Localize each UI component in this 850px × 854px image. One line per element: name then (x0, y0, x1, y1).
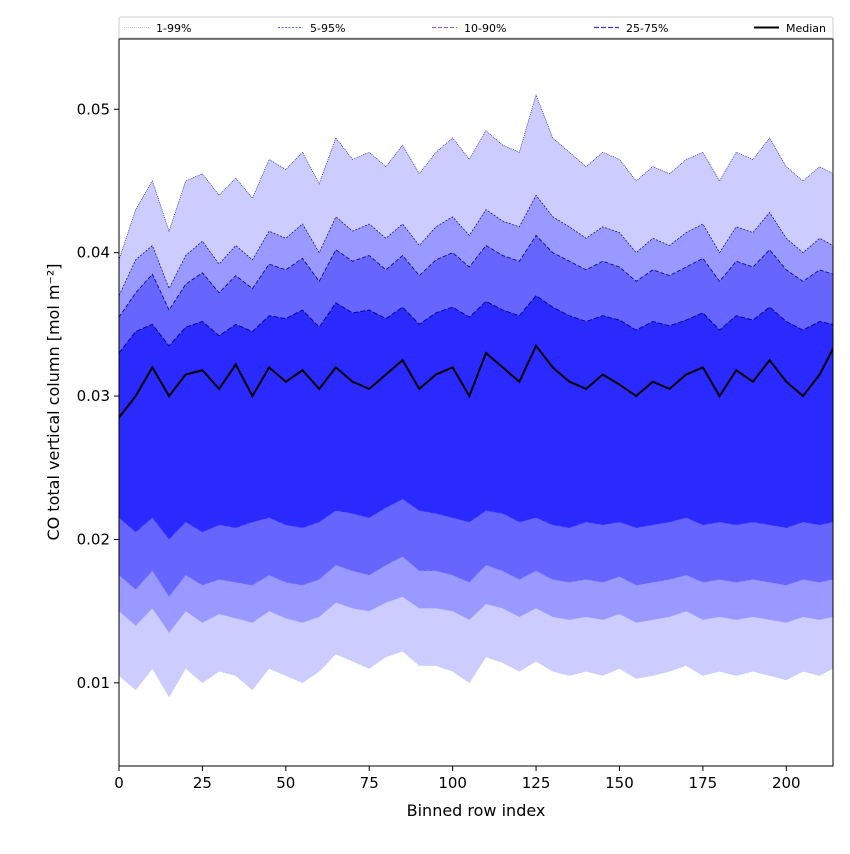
x-axis-label: Binned row index (407, 801, 546, 820)
legend-label-p1_99: 1-99% (156, 22, 191, 35)
line-p5 (119, 596, 833, 634)
x-tick-label: 25 (193, 774, 212, 792)
axes: 0 25 50 75 100 125 150 175 200 0.01 0.02 0.03 0.04 0.… (77, 38, 834, 792)
legend-frame (118, 16, 834, 39)
x-tick-label: 75 (360, 774, 379, 792)
line-p25 (119, 498, 833, 541)
legend-label-p10_90: 10-90% (464, 22, 506, 35)
line-p90 (119, 234, 833, 318)
y-tick-label: 0.05 (77, 100, 110, 118)
y-axis-label: CO total vertical column [mol m⁻²] (44, 263, 63, 540)
x-tick-label: 100 (438, 774, 467, 792)
series-group (119, 93, 833, 698)
y-tick-label: 0.01 (77, 674, 110, 692)
legend-label-p25_75: 25-75% (626, 22, 668, 35)
legend: 1-99% 5-95% 10-90% 25-75% Median (118, 16, 834, 39)
y-tick-label: 0.03 (77, 387, 110, 405)
x-tick-label: 175 (689, 774, 718, 792)
line-median (119, 343, 833, 419)
x-tick-label: 0 (114, 774, 124, 792)
legend-label-p5_95: 5-95% (310, 22, 345, 35)
line-p10 (119, 556, 833, 598)
x-tick-label: 125 (522, 774, 551, 792)
band-25-75 (119, 295, 833, 540)
line-p99 (119, 93, 833, 260)
x-tick-label: 50 (276, 774, 295, 792)
plot-area (119, 93, 833, 698)
line-p75 (119, 295, 833, 354)
y-tick-label: 0.04 (77, 244, 110, 262)
x-tick-label: 200 (772, 774, 801, 792)
x-tick-label: 150 (605, 774, 634, 792)
legend-label-median: Median (786, 22, 826, 35)
plot-frame (118, 38, 834, 767)
y-tick-label: 0.02 (77, 530, 110, 548)
line-p1 (119, 651, 833, 698)
line-p95 (119, 194, 833, 296)
